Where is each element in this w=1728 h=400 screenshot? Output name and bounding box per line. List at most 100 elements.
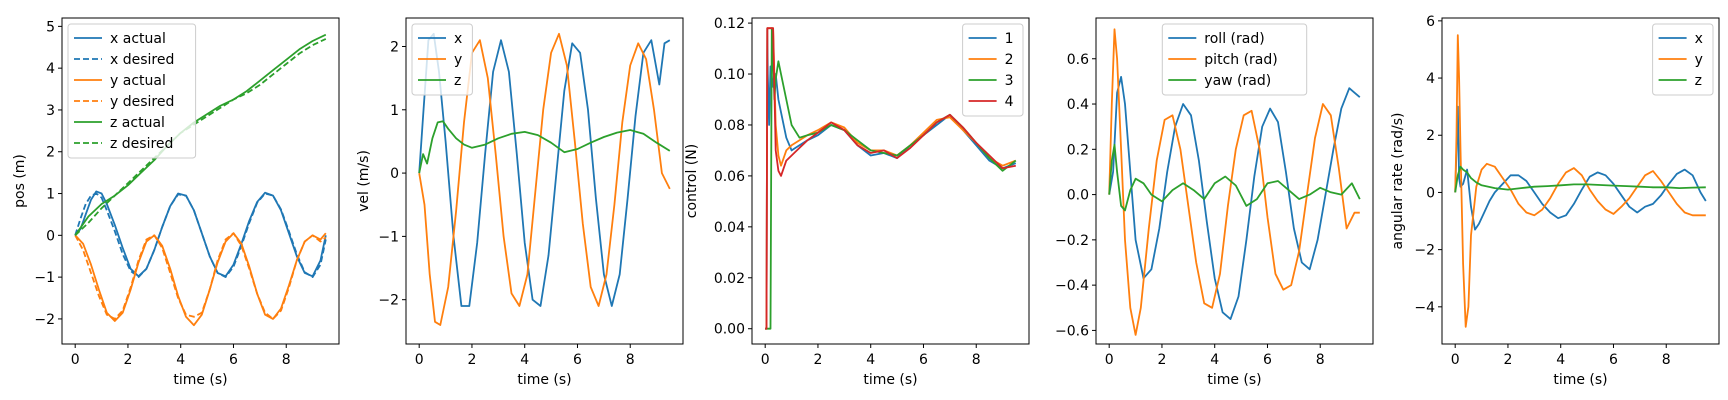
legend-label: y	[454, 52, 462, 68]
legend-box	[1161, 23, 1308, 96]
legend-label: 1	[1005, 31, 1014, 47]
series-line-2-3	[418, 120, 671, 174]
x-tick-label: 2	[813, 352, 822, 368]
y-tick-label: 0.0	[1067, 188, 1089, 204]
series-line-3-4	[765, 27, 1016, 330]
subplot-3: 0 2 4 6 8 0.00 0.02 0.04 0.06 0.08 0.10 0.12 time (s…	[684, 16, 1030, 388]
x-tick-label: 4	[1556, 352, 1565, 368]
legend: xyz	[1652, 23, 1714, 96]
x-tick-label: 0	[761, 352, 770, 368]
series-line-4-1	[1108, 76, 1361, 321]
legend-label: y actual	[110, 73, 166, 89]
legend-label: x	[454, 31, 462, 47]
series-line-5-3	[1454, 165, 1706, 193]
series-line-1-2	[74, 192, 327, 279]
y-tick-label: 0.02	[714, 271, 745, 287]
axes-frame	[405, 17, 684, 345]
series-line-4-2	[1108, 28, 1360, 336]
x-tick-label: 0	[71, 352, 80, 368]
x-tick-label: 6	[1609, 352, 1618, 368]
x-tick-label: 2	[1503, 352, 1512, 368]
x-axis-label: time (s)	[1553, 372, 1607, 388]
y-tick-label: 0	[390, 166, 399, 182]
legend-box	[962, 23, 1024, 117]
x-tick-label: 4	[866, 352, 875, 368]
y-tick-label: 0.06	[714, 169, 745, 185]
legend-label: 3	[1005, 73, 1014, 89]
legend: roll (rad) pitch (rad) yaw (rad)	[1161, 23, 1308, 96]
y-tick-label: 0	[1426, 185, 1435, 201]
x-tick-label: 8	[1316, 352, 1325, 368]
series-line-1-4	[74, 232, 327, 320]
y-tick-label: −2	[1414, 243, 1435, 259]
x-tick-label: 8	[626, 352, 635, 368]
legend-label: z actual	[110, 115, 165, 131]
legend-label: z	[1695, 73, 1702, 89]
x-tick-label: 0	[415, 352, 424, 368]
y-tick-label: 6	[1426, 14, 1435, 30]
series-line-5-2	[1454, 34, 1706, 328]
y-tick-label: 1	[46, 187, 55, 203]
x-tick-label: 4	[176, 352, 185, 368]
y-tick-label: −0.6	[1055, 323, 1089, 339]
y-tick-label: 0.2	[1067, 142, 1089, 158]
series-line-1-1	[74, 190, 327, 278]
legend-label: y	[1695, 52, 1703, 68]
x-tick-label: 0	[1451, 352, 1460, 368]
subplot-1: 0 2 4 6 8 −2 −1 0 1 2 3 4 5 time (s) pos (m) x actualx …	[12, 17, 340, 388]
legend-box	[67, 23, 197, 159]
legend-label: z	[454, 73, 461, 89]
y-tick-label: 2	[46, 145, 55, 161]
y-tick-label: −0.4	[1055, 278, 1089, 294]
x-tick-label: 4	[1210, 352, 1219, 368]
y-tick-label: −2	[34, 312, 55, 328]
legend: 1 2 3 4	[962, 23, 1024, 117]
x-tick-label: 2	[467, 352, 476, 368]
y-tick-label: −1	[34, 270, 55, 286]
legend-label: yaw (rad)	[1204, 73, 1271, 89]
x-tick-label: 8	[282, 352, 291, 368]
x-axis-label: time (s)	[517, 372, 571, 388]
y-tick-label: 4	[46, 61, 55, 77]
y-tick-label: 5	[46, 19, 55, 35]
series-line-2-1	[418, 32, 671, 307]
series-line-1-6	[74, 38, 327, 236]
y-tick-label: −2	[378, 293, 399, 309]
x-tick-label: 8	[1662, 352, 1671, 368]
y-tick-label: 0.10	[714, 67, 745, 83]
y-tick-label: 0.4	[1067, 97, 1089, 113]
x-tick-label: 6	[229, 352, 238, 368]
y-tick-label: −4	[1414, 300, 1435, 316]
axes-frame	[61, 17, 340, 345]
y-axis-label: vel (m/s)	[356, 150, 372, 212]
legend-label: x	[1695, 31, 1703, 47]
x-tick-label: 6	[1263, 352, 1272, 368]
x-tick-label: 0	[1105, 352, 1114, 368]
y-tick-label: 3	[46, 103, 55, 119]
y-axis-label: pos (m)	[12, 154, 28, 208]
legend-label: 4	[1005, 94, 1014, 110]
x-axis-label: time (s)	[1207, 372, 1261, 388]
y-tick-label: 4	[1426, 71, 1435, 87]
axes-frame	[1095, 17, 1374, 345]
y-axis-label: control (N)	[684, 144, 700, 218]
legend-label: 2	[1005, 52, 1014, 68]
axes-frame	[751, 17, 1030, 345]
y-tick-label: 2	[1426, 128, 1435, 144]
series-line-4-3	[1108, 143, 1361, 212]
legend: x actual x desired y actual y desired z actu…	[67, 23, 197, 159]
y-tick-label: 0	[46, 228, 55, 244]
y-tick-label: 0.04	[714, 220, 745, 236]
y-tick-label: 0.12	[714, 16, 745, 32]
subplot-2: 0 2 4 6 8 −2 −1 0 1 2 time (s) vel (m/s) xyz	[356, 17, 684, 388]
y-tick-label: −0.2	[1055, 233, 1089, 249]
y-tick-label: 2	[390, 39, 399, 55]
series-line-2-2	[418, 32, 671, 326]
y-tick-label: 1	[390, 103, 399, 119]
x-axis-label: time (s)	[173, 372, 227, 388]
y-axis-label: angular rate (rad/s)	[1390, 113, 1406, 250]
x-tick-label: 2	[123, 352, 132, 368]
y-tick-label: 0.00	[714, 322, 745, 338]
